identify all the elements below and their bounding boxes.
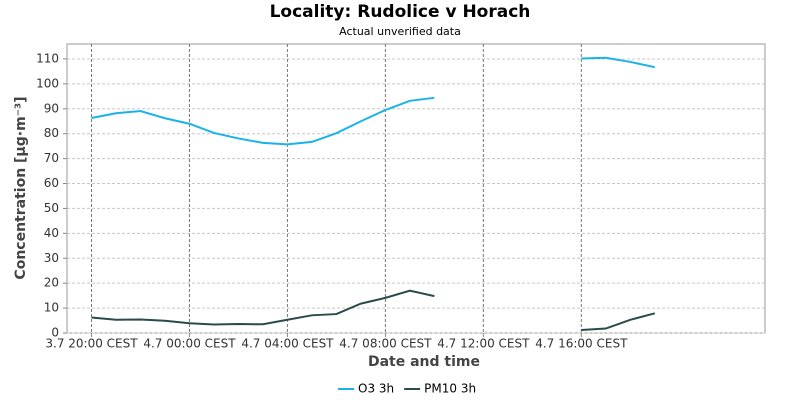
chart-subtitle: Actual unverified data (339, 25, 461, 38)
y-tick-label: 20 (44, 276, 59, 290)
chart-title: Locality: Rudolice v Horach (270, 2, 531, 22)
y-tick-label: 0 (51, 326, 59, 340)
line-series (91, 56, 655, 146)
legend-label: PM10 3h (424, 382, 476, 396)
y-tick-label: 90 (44, 101, 59, 115)
y-tick-label: 70 (44, 151, 59, 165)
x-tick-label: 4.7 00:00 CEST (143, 337, 236, 351)
x-tick-label: 4.7 08:00 CEST (339, 337, 432, 351)
legend-label: O3 3h (358, 382, 394, 396)
x-tick-label: 4.7 12:00 CEST (437, 337, 530, 351)
plot-area (66, 43, 766, 334)
y-tick-label: 100 (36, 76, 59, 90)
y-tick-label: 80 (44, 126, 59, 140)
y-tick-label: 40 (44, 226, 59, 240)
x-tick-label: 4.7 16:00 CEST (535, 337, 628, 351)
y-tick-label: 10 (44, 301, 59, 315)
y-tick-label: 60 (44, 176, 59, 190)
x-tick-label: 4.7 04:00 CEST (241, 337, 334, 351)
y-tick-label: 30 (44, 251, 59, 265)
y-tick-label: 50 (44, 201, 59, 215)
x-axis-label: Date and time (368, 354, 480, 370)
y-tick-label: 110 (36, 51, 59, 65)
x-tick-label: 3.7 20:00 CEST (45, 337, 138, 351)
y-axis-label: Concentration [µg·m⁻³] (13, 96, 29, 279)
line-series (91, 289, 656, 332)
